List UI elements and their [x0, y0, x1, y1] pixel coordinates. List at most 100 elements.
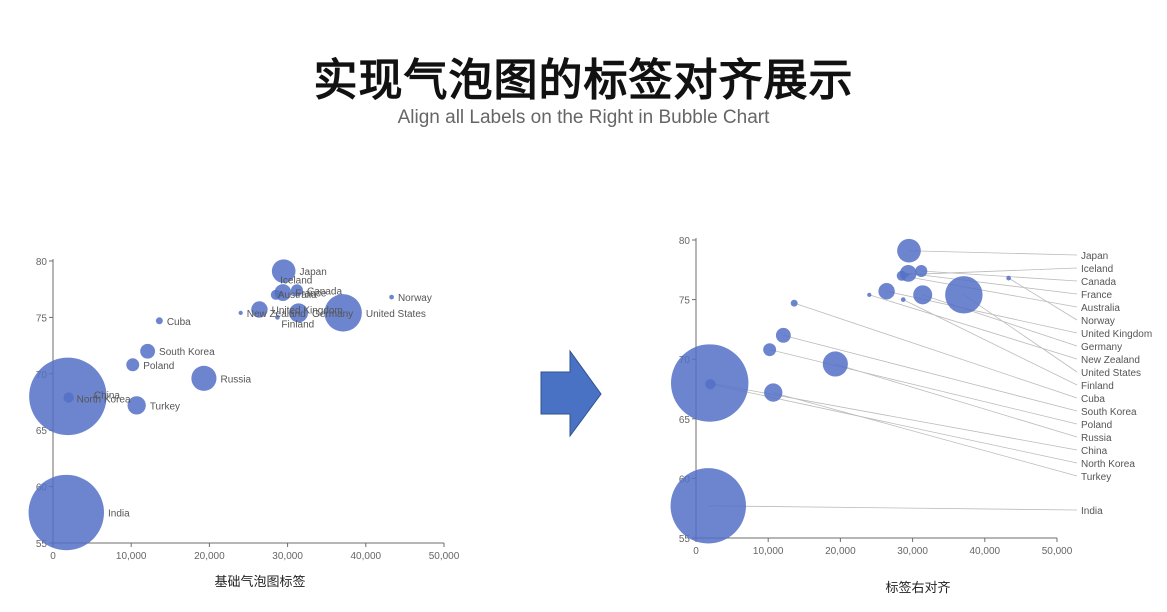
bubble-norway: [1006, 275, 1011, 281]
bubble-label-india: India: [108, 509, 130, 520]
bubble-new-zealand: [867, 292, 872, 297]
label-guide-line: [963, 294, 1078, 373]
bubble-label-iceland: Iceland: [1081, 264, 1113, 275]
bubble-turkey: [764, 383, 783, 402]
label-guide-line: [903, 299, 1078, 386]
label-guide-line: [908, 272, 1078, 295]
bubble-label-united-kingdom: United Kingdom: [272, 306, 343, 317]
bubble-label-south-korea: South Korea: [1081, 407, 1137, 418]
bubble-label-france: France: [295, 289, 327, 300]
bubble-south-korea: [775, 327, 791, 343]
bubble-label-norway: Norway: [398, 293, 432, 304]
x-tick-label: 50,000: [1042, 546, 1073, 557]
bubble-label-north-korea: North Korea: [1081, 459, 1135, 470]
x-tick-label: 40,000: [970, 546, 1001, 557]
bubble-russia: [822, 351, 848, 377]
bubble-cuba: [790, 299, 798, 307]
bubble-india: [670, 468, 746, 544]
x-tick-label: 10,000: [753, 546, 784, 557]
label-guide-line: [1008, 277, 1078, 321]
x-tick-label: 30,000: [897, 546, 928, 557]
bubble-japan: [271, 259, 296, 283]
bubble-label-canada: Canada: [307, 286, 342, 297]
y-tick-label: 80: [36, 257, 48, 268]
page-subtitle: Align all Labels on the Right in Bubble …: [397, 107, 770, 128]
bubble-united-kingdom: [251, 301, 268, 318]
bubble-finland: [900, 297, 906, 302]
y-tick-label: 75: [36, 313, 48, 324]
bubbles-group: [670, 238, 1011, 544]
bubble-south-korea: [140, 343, 156, 359]
bubble-label-australia: Australia: [1081, 303, 1120, 314]
bubble-poland: [763, 343, 777, 357]
bubble-india: [28, 474, 105, 551]
bubble-australia: [896, 270, 907, 281]
label-guide-line: [769, 349, 1078, 425]
bubble-label-russia: Russia: [220, 374, 251, 385]
label-guide-line: [783, 334, 1078, 412]
bubble-canada: [915, 264, 928, 278]
bubble-label-china: China: [94, 390, 121, 401]
bubble-label-india: India: [1081, 506, 1103, 517]
chart-caption: 基础气泡图标签: [214, 574, 305, 590]
bubble-label-poland: Poland: [143, 361, 174, 372]
bubble-united-states: [324, 294, 362, 332]
bubble-label-japan: Japan: [300, 267, 327, 278]
label-guide-line: [907, 267, 1078, 275]
bubble-label-germany: Germany: [312, 309, 353, 320]
bubble-label-germany: Germany: [1081, 342, 1122, 353]
bubble-label-cuba: Cuba: [167, 317, 191, 328]
bubble-finland: [275, 315, 280, 320]
bubble-label-united-states: United States: [1081, 368, 1141, 379]
bubble-label-new-zealand: New Zealand: [1081, 355, 1140, 366]
x-tick-label: 50,000: [429, 551, 460, 562]
y-tick-label: 55: [679, 534, 691, 545]
x-tick-label: 0: [50, 551, 56, 562]
x-tick-label: 10,000: [116, 551, 147, 562]
bubble-label-poland: Poland: [1081, 420, 1112, 431]
bubble-label-finland: Finland: [281, 319, 314, 330]
label-guide-line: [908, 250, 1078, 256]
bubble-poland: [126, 358, 140, 372]
bubble-germany: [913, 285, 933, 305]
bubble-label-united-states: United States: [366, 309, 426, 320]
bubble-label-turkey: Turkey: [150, 401, 180, 412]
x-tick-label: 0: [693, 546, 699, 557]
x-tick-label: 20,000: [825, 546, 856, 557]
bubble-label-united-kingdom: United Kingdom: [1081, 329, 1152, 340]
bubble-turkey: [127, 396, 146, 415]
bubble-label-norway: Norway: [1081, 316, 1115, 327]
bubble-label-japan: Japan: [1081, 251, 1108, 262]
bubble-label-russia: Russia: [1081, 433, 1112, 444]
bubble-label-china: China: [1081, 446, 1108, 457]
label-guide-line: [794, 302, 1078, 399]
bubble-cuba: [155, 317, 163, 325]
bubble-canada: [290, 284, 304, 297]
x-tick-label: 40,000: [351, 551, 382, 562]
bubble-north-korea: [63, 392, 74, 403]
bubble-label-australia: Australia: [278, 290, 317, 301]
bubble-label-france: France: [1081, 290, 1113, 301]
page-title: 实现气泡图的标签对齐展示: [313, 55, 854, 106]
bubble-label-turkey: Turkey: [1081, 472, 1111, 483]
bubble-label-new-zealand: New Zealand: [247, 309, 306, 320]
bubble-norway: [389, 294, 394, 300]
bubble-label-south-korea: South Korea: [159, 347, 215, 358]
bubble-label-finland: Finland: [1081, 381, 1114, 392]
bubble-russia: [191, 365, 217, 391]
bubble-australia: [270, 289, 281, 300]
bubbles-group: [28, 259, 394, 551]
bubble-label-iceland: Iceland: [280, 276, 312, 287]
label-guide-line: [708, 505, 1078, 511]
y-tick-label: 65: [679, 415, 691, 426]
bubble-united-kingdom: [878, 283, 895, 300]
bubble-united-states: [945, 276, 983, 314]
x-tick-label: 30,000: [272, 551, 303, 562]
chart-caption: 标签右对齐: [885, 580, 950, 596]
label-guide-line: [835, 363, 1078, 438]
y-tick-label: 55: [36, 539, 48, 550]
bubble-germany: [289, 303, 309, 323]
